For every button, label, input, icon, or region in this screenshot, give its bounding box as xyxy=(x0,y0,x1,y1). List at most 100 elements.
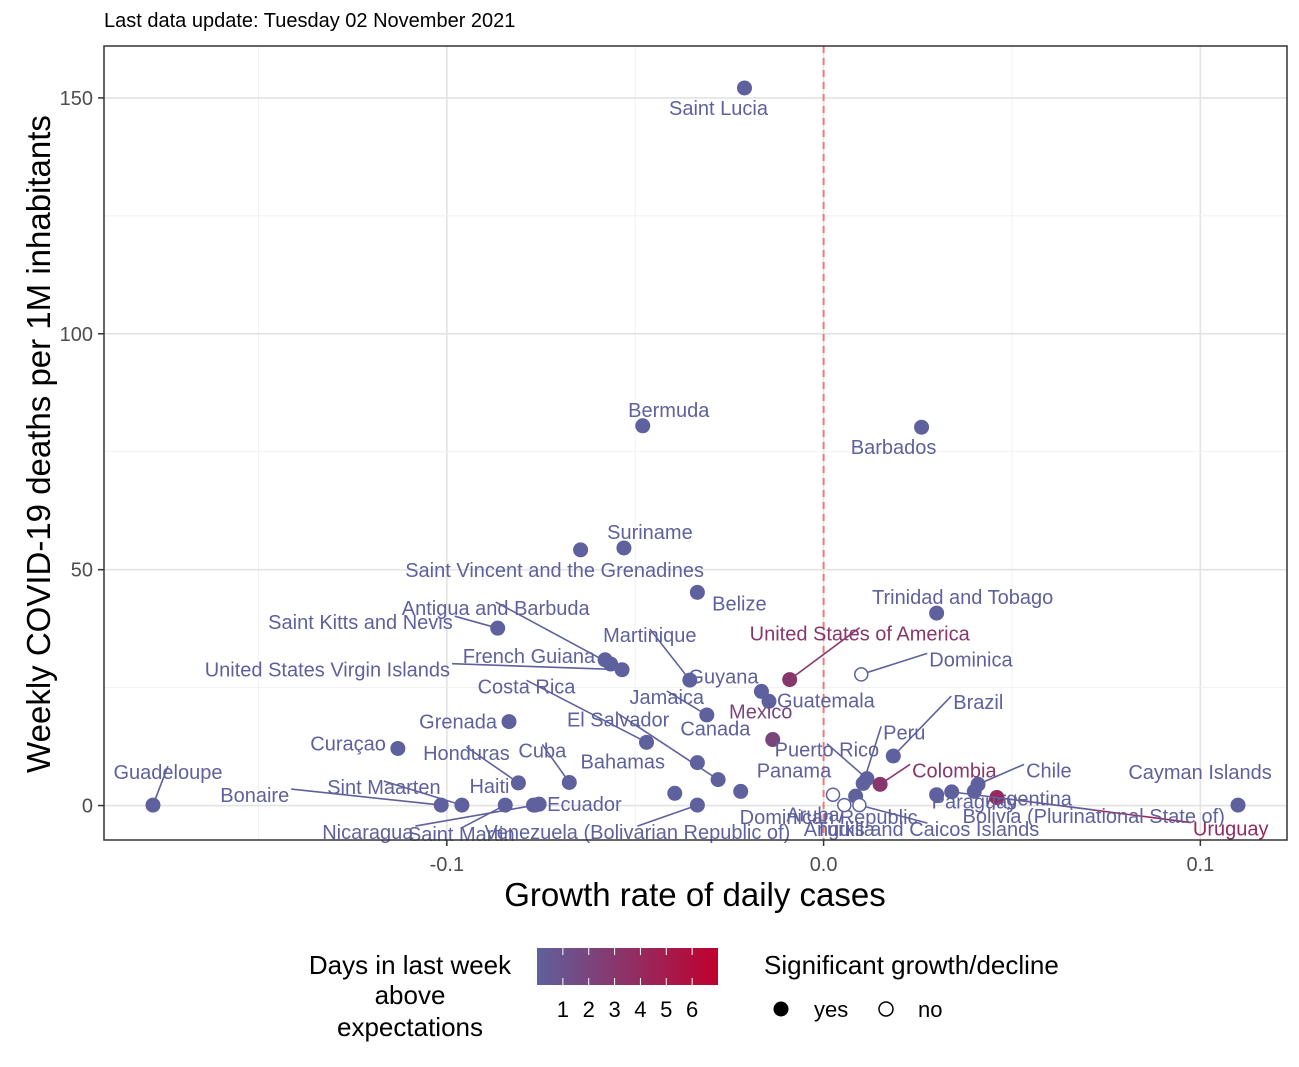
point-label: Suriname xyxy=(607,522,693,544)
data-point xyxy=(765,732,781,748)
label-connector xyxy=(460,804,506,829)
x-tick-label: 0.1 xyxy=(1186,854,1214,876)
data-point xyxy=(682,672,698,688)
point-label: Panama xyxy=(757,760,832,782)
legend-key-no xyxy=(878,1001,894,1017)
point-label: Mexico xyxy=(729,702,792,724)
data-point xyxy=(872,776,888,792)
point-label: Grenada xyxy=(419,712,498,734)
data-point xyxy=(710,772,726,788)
data-point xyxy=(145,797,161,813)
point-label: United States of America xyxy=(750,624,971,646)
label-connector xyxy=(789,626,861,681)
point-label: Saint Kitts and Nevis xyxy=(268,612,453,634)
point-label: Haiti xyxy=(469,776,509,798)
label-connector xyxy=(859,804,928,824)
point-label: Brazil xyxy=(953,692,1003,714)
colorbar-tick-label: 5 xyxy=(660,997,672,1022)
legend-shape-title: Significant growth/decline xyxy=(764,950,1059,980)
data-point xyxy=(573,542,589,558)
point-label: Honduras xyxy=(423,743,510,765)
data-point xyxy=(635,418,651,434)
data-point xyxy=(597,652,613,668)
point-label: Nicaragua xyxy=(322,822,414,844)
data-layer: Saint Lucia Bermuda Barbados Suriname Saint … xyxy=(113,80,1272,846)
point-label: Cayman Islands xyxy=(1128,762,1271,784)
data-point xyxy=(689,584,705,600)
point-label: Bonaire xyxy=(220,785,289,807)
point-label: Belize xyxy=(712,593,766,615)
chart-subtitle: Last data update: Tuesday 02 November 20… xyxy=(104,10,515,32)
data-point xyxy=(885,748,901,764)
data-point-hollow xyxy=(854,667,869,682)
label-connector xyxy=(951,791,1094,811)
data-point xyxy=(736,80,752,96)
panel-border xyxy=(103,45,1288,841)
data-point xyxy=(929,605,945,621)
data-point xyxy=(490,620,506,636)
point-label: Sint Maarten xyxy=(327,777,440,799)
point-label: Bolivia (Plurinational State of) xyxy=(963,806,1225,828)
label-connector xyxy=(541,743,570,783)
label-connector xyxy=(826,743,868,780)
y-tick-label: 0 xyxy=(82,796,93,818)
point-label: Colombia xyxy=(912,760,997,782)
label-connector xyxy=(977,763,1025,786)
point-label: Martinique xyxy=(603,625,696,647)
point-label: Peru xyxy=(883,722,925,744)
point-label: Saint Lucia xyxy=(669,98,769,120)
data-point xyxy=(561,774,577,790)
data-point-hollow xyxy=(825,787,841,802)
point-label: Saint Vincent and the Grenadines xyxy=(405,560,704,582)
point-label: Dominican Republic xyxy=(740,807,918,829)
data-point xyxy=(616,540,632,556)
point-label: French Guiana xyxy=(463,646,596,668)
point-label: Costa Rica xyxy=(478,676,577,698)
x-tick-label: 0.0 xyxy=(810,854,838,876)
point-label: Guatemala xyxy=(777,690,876,712)
point-label: Antigua and Barbuda xyxy=(402,598,591,620)
label-connector xyxy=(415,804,536,827)
point-label: United States Virgin Islands xyxy=(205,660,450,682)
point-label: Venezuela (Bolivarian Republic of) xyxy=(485,822,791,844)
label-connector xyxy=(892,695,952,757)
data-point-hollow xyxy=(837,797,852,813)
data-point xyxy=(782,672,798,688)
y-tick-label: 150 xyxy=(60,88,93,110)
data-point xyxy=(525,797,541,813)
legend-colorbar xyxy=(537,948,718,985)
legend-label-yes: yes xyxy=(814,997,848,1022)
point-label: Trinidad and Tobago xyxy=(872,587,1053,609)
point-label: Barbados xyxy=(851,437,937,459)
data-point xyxy=(614,662,630,678)
point-label: Guadeloupe xyxy=(113,762,222,784)
legend-label-no: no xyxy=(918,997,942,1022)
data-point-hollow xyxy=(852,797,867,813)
data-point xyxy=(639,734,655,750)
label-connector xyxy=(383,780,463,806)
point-label: Puerto Rico xyxy=(775,740,880,762)
point-label: Anguilla xyxy=(804,819,876,841)
label-connector xyxy=(465,746,519,784)
data-point xyxy=(667,785,683,801)
data-point xyxy=(855,775,871,791)
point-label: El Salvador xyxy=(567,710,670,732)
data-point xyxy=(944,784,960,800)
label-connector xyxy=(861,652,928,676)
data-point xyxy=(699,707,715,723)
data-point xyxy=(914,419,930,435)
point-label: Turks and Caicos Islands xyxy=(815,819,1039,841)
label-connector xyxy=(649,628,691,681)
data-point xyxy=(510,775,526,791)
label-connector xyxy=(452,662,623,671)
data-point xyxy=(689,755,705,771)
point-label: Bahamas xyxy=(581,751,666,773)
colorbar-tick-label: 2 xyxy=(583,997,595,1022)
y-axis-title: Weekly COVID-19 deaths per 1M inhabitant… xyxy=(20,115,57,773)
point-label: Cuba xyxy=(518,740,567,762)
label-connector xyxy=(666,690,708,716)
colorbar-tick-label: 4 xyxy=(634,997,646,1022)
